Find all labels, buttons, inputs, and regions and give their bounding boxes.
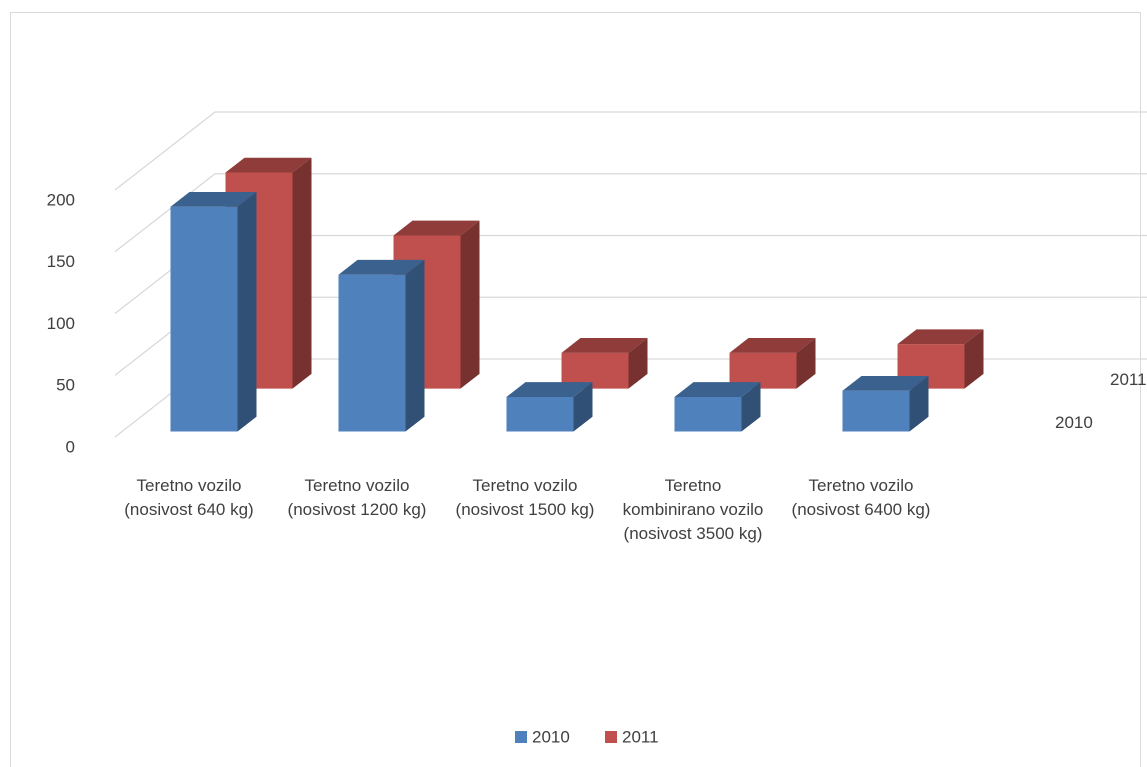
bar-side <box>237 191 257 432</box>
legend-label: 2011 <box>622 727 659 746</box>
bar-front <box>729 352 797 389</box>
bar-front <box>338 274 406 432</box>
bar-front <box>674 396 742 432</box>
y-tick-label: 150 <box>47 252 75 271</box>
bar-top <box>561 338 648 353</box>
bar <box>842 375 929 432</box>
bar-side <box>405 259 425 432</box>
bar-top <box>897 329 984 345</box>
y-tick-label: 200 <box>47 190 75 209</box>
bar-top <box>674 382 761 397</box>
bar <box>170 191 257 432</box>
x-tick-label: Teretno vozilo (nosivost 6400 kg) <box>791 476 931 519</box>
legend-swatch <box>605 731 617 743</box>
bar-side <box>628 338 648 389</box>
grid-line <box>114 173 1147 253</box>
bar-front <box>842 390 910 432</box>
bar-side <box>964 329 984 389</box>
x-tick-label: Teretno vozilo (nosivost 1200 kg) <box>287 476 427 519</box>
bar <box>506 382 593 432</box>
x-tick-label: Teretno kombinirano vozilo (nosivost 350… <box>622 476 764 543</box>
bar-side <box>741 382 761 432</box>
bar <box>729 338 816 389</box>
legend-swatch <box>515 731 527 743</box>
bar-top <box>338 259 425 275</box>
bar-top <box>170 191 257 207</box>
grid-line <box>114 111 1147 191</box>
bar-front <box>506 396 574 432</box>
bar-side <box>292 157 312 389</box>
bar-top <box>393 220 480 236</box>
bar <box>338 259 425 432</box>
y-tick-label: 100 <box>47 314 75 333</box>
bar-top <box>729 338 816 353</box>
x-tick-label: Teretno vozilo (nosivost 640 kg) <box>124 476 254 519</box>
depth-label: 2011 <box>1110 370 1147 389</box>
x-tick-label: Teretno vozilo (nosivost 1500 kg) <box>455 476 595 519</box>
bar-side <box>460 220 480 389</box>
y-tick-label: 0 <box>66 437 75 456</box>
bar-top <box>506 382 593 397</box>
depth-label: 2010 <box>1055 413 1093 432</box>
chart-border <box>10 12 1141 767</box>
bar-side <box>796 338 816 389</box>
bar-top <box>225 157 312 173</box>
bar <box>561 338 648 389</box>
bar-front <box>170 206 238 432</box>
bar <box>674 382 761 432</box>
bar-top <box>842 375 929 391</box>
bar-side <box>573 382 593 432</box>
bar-side <box>909 375 929 432</box>
y-tick-label: 50 <box>56 376 75 395</box>
legend-label: 2010 <box>532 727 570 746</box>
bar-front <box>561 352 629 389</box>
